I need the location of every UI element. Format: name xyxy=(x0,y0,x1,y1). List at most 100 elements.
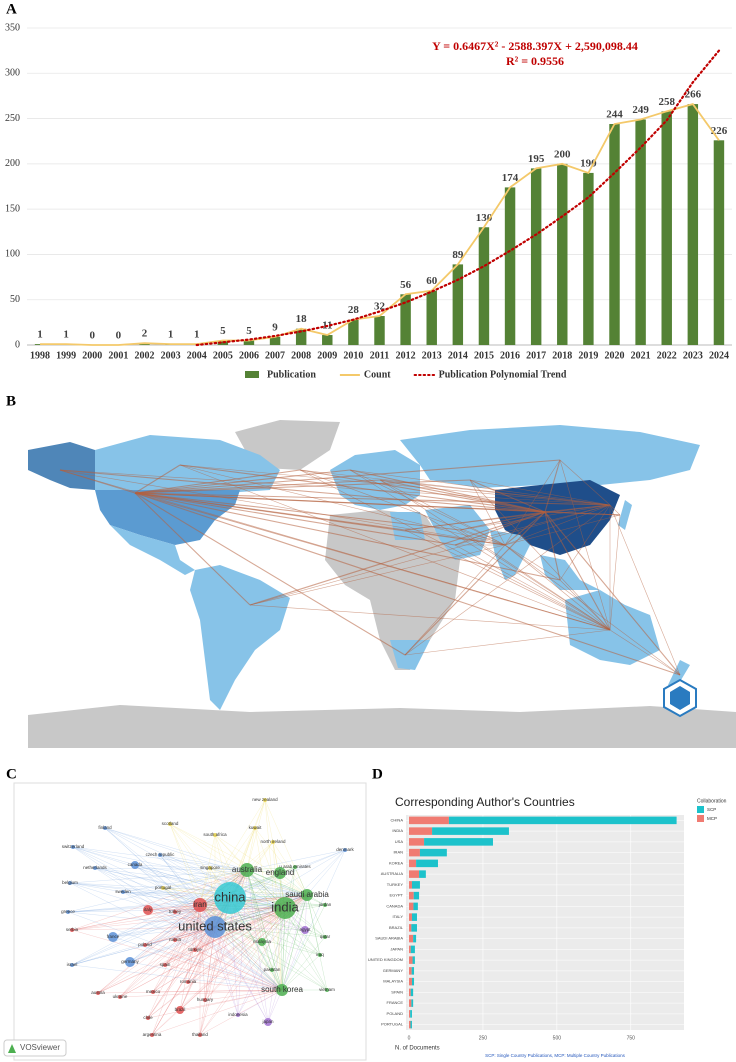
network-edge xyxy=(199,904,321,956)
network-edge xyxy=(94,867,286,909)
network-edge xyxy=(67,911,283,991)
network-node xyxy=(214,882,246,914)
x-tick-label: 2018 xyxy=(552,350,572,361)
network-node xyxy=(264,1018,272,1026)
network-edge xyxy=(281,894,308,991)
connection xyxy=(59,469,611,631)
network-edge xyxy=(71,929,283,991)
bar xyxy=(411,977,415,986)
network-edge xyxy=(67,869,248,913)
x-tick-label: 2021 xyxy=(631,350,651,361)
node-label: israel xyxy=(67,962,78,967)
network-edge xyxy=(187,981,283,991)
network-edge xyxy=(246,869,308,896)
bar xyxy=(409,956,413,964)
connection xyxy=(404,529,506,546)
bar xyxy=(635,119,646,345)
node-label: switzerland xyxy=(62,844,85,849)
network-node xyxy=(208,866,212,870)
network-edge xyxy=(169,823,286,909)
network-edge xyxy=(214,834,308,896)
node-label: iraq xyxy=(316,952,324,957)
node-label: france xyxy=(107,934,120,939)
network-node xyxy=(173,938,177,942)
x-tick-label: 2013 xyxy=(422,350,442,361)
land xyxy=(495,480,620,555)
network-edge xyxy=(214,926,283,991)
network-node xyxy=(240,863,254,877)
watermark: VOSviewer xyxy=(20,1043,60,1052)
network-edge xyxy=(104,827,231,899)
data-label: 1 xyxy=(37,329,43,341)
network-edge xyxy=(179,926,216,1011)
connection xyxy=(179,464,506,546)
network-edge xyxy=(147,907,286,1019)
network-edge xyxy=(97,989,283,994)
bar xyxy=(410,1010,412,1018)
network-edge xyxy=(119,897,231,998)
y-tick-label: PORTUGAL xyxy=(381,1022,404,1027)
bar xyxy=(139,343,150,345)
network-edge xyxy=(214,926,269,1023)
network-edge xyxy=(237,894,308,1016)
network-edge xyxy=(237,907,286,1016)
network-edge xyxy=(267,894,308,1023)
network-edge xyxy=(71,964,283,991)
node-label: belgium xyxy=(62,880,78,885)
network-node xyxy=(158,853,162,857)
network-edge xyxy=(119,926,216,998)
legend-swatch xyxy=(697,806,704,813)
bar xyxy=(411,924,417,932)
node-label: thailand xyxy=(192,1032,208,1037)
network-edge xyxy=(94,867,231,899)
network-edge xyxy=(67,894,308,913)
network-node xyxy=(161,886,165,890)
y-tick-label: SAUDI ARABIA xyxy=(375,936,403,941)
network-edge xyxy=(246,799,266,871)
network-edge xyxy=(134,864,286,909)
node-label: greece xyxy=(61,909,75,914)
network-edge xyxy=(246,869,283,991)
x-tick-label: 2015 xyxy=(474,350,494,361)
data-label: 200 xyxy=(554,148,571,160)
bar xyxy=(409,1010,411,1018)
connection xyxy=(134,459,561,494)
network-node xyxy=(150,1033,154,1037)
y-tick-label: GERMANY xyxy=(383,968,404,973)
network-node xyxy=(343,848,347,852)
network-edge xyxy=(174,911,283,991)
land xyxy=(28,442,95,490)
data-label: 266 xyxy=(685,89,702,101)
network-edge xyxy=(246,869,328,991)
connection xyxy=(454,504,611,546)
bar xyxy=(713,140,725,345)
x-tick-label: 2002 xyxy=(135,350,155,361)
data-label: 56 xyxy=(400,279,412,291)
x-tick-label: 2011 xyxy=(370,350,389,361)
connection xyxy=(404,544,506,656)
connection xyxy=(134,492,406,656)
node-label: ukraine xyxy=(113,994,128,999)
network-edge xyxy=(152,897,231,993)
network-edge xyxy=(199,904,206,1001)
series-line xyxy=(195,49,721,347)
bar xyxy=(409,848,420,857)
network-edge xyxy=(199,904,263,943)
connection xyxy=(454,544,611,631)
network-edge xyxy=(147,909,216,928)
network-edge xyxy=(306,849,346,896)
connection xyxy=(349,469,506,546)
network-edge xyxy=(151,926,216,1036)
node-label: vietnam xyxy=(319,987,335,992)
data-label: 18 xyxy=(296,313,308,325)
connection xyxy=(349,469,611,631)
bar xyxy=(409,859,417,868)
network-edge xyxy=(144,944,283,991)
connection xyxy=(134,492,561,581)
network-node xyxy=(143,905,153,915)
network-node xyxy=(70,928,74,932)
node-label: czech republic xyxy=(146,852,176,857)
data-label: 2 xyxy=(142,328,148,340)
network: new zealand scotland kuwait finland south af… xyxy=(61,797,354,1037)
connection xyxy=(59,469,611,506)
